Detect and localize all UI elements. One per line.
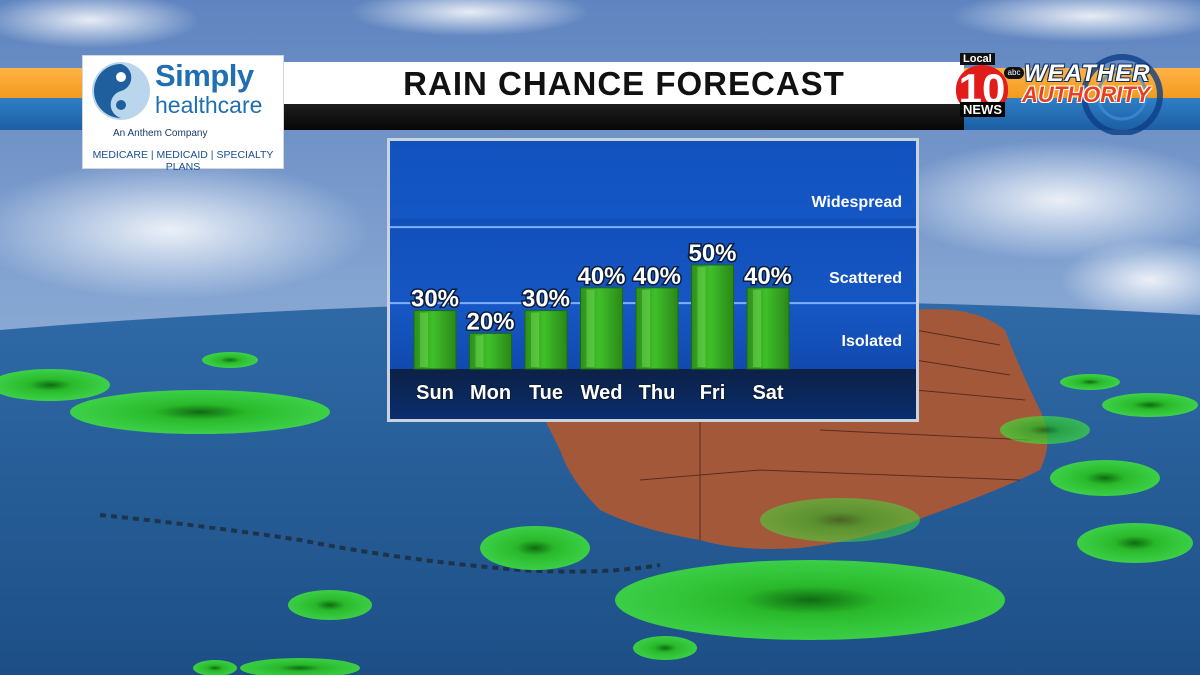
bar-wed (580, 287, 623, 370)
day-label-mon: Mon (470, 382, 511, 404)
day-label-thu: Thu (639, 382, 676, 404)
bar-fri (691, 264, 734, 370)
rain-chance-chart-panel: Isolated Scattered Widespread 30% Sun 20% Mon 3… (387, 138, 919, 422)
title-bar-shadow (284, 104, 964, 130)
value-label-sat: 40% (744, 263, 792, 290)
value-label-wed: 40% (577, 263, 625, 290)
station-brand-line1: WEATHER (1024, 60, 1151, 87)
day-label-fri: Fri (700, 382, 726, 404)
level-label-scattered: Scattered (829, 270, 902, 287)
bar-highlight (642, 289, 650, 367)
sponsor-plans: MEDICARE | MEDICAID | SPECIALTY PLANS (92, 149, 274, 173)
day-label-strip (390, 369, 916, 419)
value-label-tue: 30% (522, 286, 570, 313)
sponsor-logo: Simply healthcare An Anthem Company MEDI… (82, 55, 284, 173)
value-label-sun: 30% (411, 286, 459, 313)
sponsor-name-line2: healthcare (155, 92, 263, 118)
bar-highlight (420, 312, 428, 367)
band-widespread (390, 141, 916, 219)
bar-highlight (531, 312, 539, 367)
bar-highlight (697, 267, 706, 367)
bar-sat (746, 287, 790, 370)
sponsor-swirl-icon (92, 62, 150, 120)
bar-highlight (586, 289, 595, 367)
day-label-tue: Tue (529, 382, 563, 404)
page-title: RAIN CHANCE FORECAST (403, 65, 845, 102)
sponsor-parent-company: An Anthem Company (113, 128, 208, 139)
value-label-mon: 20% (466, 308, 514, 335)
bar-highlight (475, 335, 484, 367)
level-label-widespread: Widespread (811, 194, 902, 211)
bar-highlight (753, 289, 761, 367)
station-local-label: Local (960, 53, 995, 65)
bar-thu (635, 287, 679, 370)
bar-sun (413, 310, 457, 370)
day-label-wed: Wed (581, 382, 623, 404)
value-label-fri: 50% (688, 240, 736, 267)
sponsor-name-line1: Simply (155, 58, 254, 93)
station-network-badge: abc (1004, 67, 1024, 79)
station-news-label: NEWS (960, 102, 1005, 117)
value-label-thu: 40% (633, 263, 681, 290)
bar-mon (469, 332, 512, 370)
day-label-sat: Sat (752, 382, 783, 404)
station-logo: Local 10 abc NEWS WEATHER AUTHORITY (952, 50, 1182, 135)
radar-ring-icon (1081, 54, 1163, 135)
rain-chance-chart: Isolated Scattered Widespread 30% Sun 20% Mon 3… (390, 141, 916, 419)
bar-tue (524, 310, 568, 370)
day-label-sun: Sun (416, 382, 454, 404)
level-label-isolated: Isolated (842, 333, 902, 350)
station-brand-line2: AUTHORITY (1022, 82, 1151, 107)
